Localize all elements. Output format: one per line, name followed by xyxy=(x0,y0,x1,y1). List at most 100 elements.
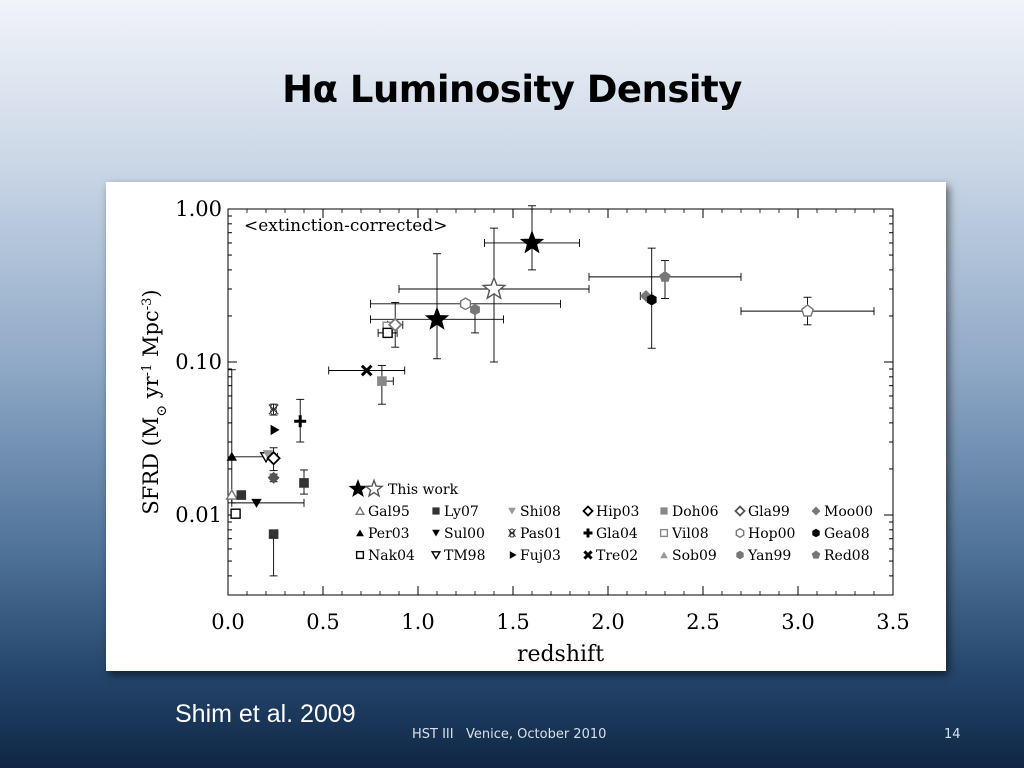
legend-marker-gla04 xyxy=(583,528,593,538)
pentagon-marker xyxy=(659,270,671,282)
error-bars xyxy=(227,205,875,577)
legend-marker-red08 xyxy=(811,550,821,559)
hexagon-marker xyxy=(736,550,744,560)
x-tick-label: 3.0 xyxy=(781,610,814,634)
pas-marker-l2 xyxy=(268,404,279,415)
star-open-marker xyxy=(363,478,385,498)
legend-label-this-work: This work xyxy=(388,482,459,498)
annotation-extinction-corrected: <extinction-corrected> xyxy=(244,216,447,236)
x-tick-label: 2.0 xyxy=(591,610,624,634)
data-point-nak04 xyxy=(382,327,393,339)
chart-panel: 0.0 0.5 1.0 1.5 2.0 2.5 3.0 3.5 0.01 0.10 1.00 reds… xyxy=(106,182,946,671)
legend-label-nak04: Nak04 xyxy=(368,548,415,564)
cross-marker-b xyxy=(583,550,593,560)
plot-frame xyxy=(227,208,894,596)
data-point-red08 xyxy=(659,270,671,282)
y-axis-label-part: -1 xyxy=(140,364,155,377)
y-tick-label: 0.01 xyxy=(175,503,222,527)
legend-label-hip03: Hip03 xyxy=(596,504,639,520)
square-marker xyxy=(660,507,668,515)
data-point-red08 xyxy=(800,304,815,317)
legend-marker-gea08 xyxy=(812,528,820,538)
legend-marker-shi08 xyxy=(508,507,516,515)
triangle-up-marker xyxy=(356,529,364,537)
sfrd-chart: 0.0 0.5 1.0 1.5 2.0 2.5 3.0 3.5 0.01 0.10 1.00 reds… xyxy=(139,197,910,667)
legend-marker-pas01 xyxy=(508,528,516,538)
data-point-nak04 xyxy=(230,508,241,519)
data-point-gla04 xyxy=(294,415,307,428)
data-point-gea08 xyxy=(646,294,657,306)
square-marker xyxy=(377,376,387,386)
data-point-ly07 xyxy=(236,490,247,500)
x-tick-label: 1.5 xyxy=(496,610,529,634)
data-points xyxy=(225,230,815,539)
data-point-per03 xyxy=(226,451,237,461)
triangle-up-open-marker xyxy=(354,506,366,515)
legend-label-gla04: Gla04 xyxy=(596,526,638,542)
legend-marker-vil08 xyxy=(659,528,669,538)
slide-title: Hα Luminosity Density xyxy=(282,68,742,111)
square-open-marker xyxy=(355,550,365,560)
diamond-marker xyxy=(267,471,280,484)
y-axis-label: SFRD (M⊙ yr-1 Mpc-3) xyxy=(139,289,170,514)
data-point-hop00 xyxy=(459,297,472,311)
data-point-moo00 xyxy=(267,471,280,484)
legend-marker-hip03 xyxy=(582,505,594,517)
y-axis-label-part: -3 xyxy=(140,298,155,311)
pentagon-open-marker xyxy=(800,304,815,317)
triangle-down-marker xyxy=(251,498,262,508)
legend-this-work-open xyxy=(363,478,385,498)
hexagon-marker xyxy=(646,294,657,306)
data-point-tre02 xyxy=(360,364,373,377)
y-axis-label-part: ) xyxy=(139,289,163,297)
legend-label-sob09: Sob09 xyxy=(672,548,717,564)
triangle-down-marker xyxy=(262,450,274,460)
legend-label-gal95: Gal95 xyxy=(368,504,410,520)
legend-marker-gal95 xyxy=(354,506,366,515)
legend-marker-tre02 xyxy=(583,550,593,560)
cross-marker-b xyxy=(360,364,373,377)
x-tick-label: 1.0 xyxy=(401,610,434,634)
data-point-yan99 xyxy=(470,303,480,316)
x-axis-label: redshift xyxy=(517,642,604,667)
pas-marker-l2 xyxy=(508,529,516,537)
legend-label-yan99: Yan99 xyxy=(747,548,791,564)
star-marker xyxy=(519,230,545,254)
y-axis-label-part: Mpc xyxy=(139,310,163,363)
y-axis-label-part: yr xyxy=(139,375,163,405)
footer-text: HST III Venice, October 2010 xyxy=(412,727,607,742)
triangle-up-open-marker xyxy=(225,488,239,500)
triangle-down-marker xyxy=(432,529,440,537)
data-point-this-work-filled xyxy=(519,230,545,254)
legend-marker-gla99 xyxy=(734,505,746,517)
legend-label-per03: Per03 xyxy=(368,526,410,542)
legend-label-pas01: Pas01 xyxy=(520,526,562,542)
triangle-down-open-marker xyxy=(430,551,442,560)
y-tick-label: 0.10 xyxy=(175,350,222,374)
triangle-right-marker xyxy=(270,424,280,436)
hexagon-open-marker xyxy=(735,527,745,539)
x-tick-label: 0.5 xyxy=(306,610,339,634)
triangle-up-marker xyxy=(226,451,237,461)
data-point-shi08 xyxy=(262,450,274,460)
legend-label-hop00: Hop00 xyxy=(748,526,795,542)
data-point-hip03 xyxy=(266,450,281,466)
data-point-pas01 xyxy=(268,403,279,416)
legend-marker-doh06 xyxy=(660,507,668,515)
legend-marker-nak04 xyxy=(355,550,365,560)
data-point-ly07 xyxy=(299,478,309,488)
hexagon-marker xyxy=(812,528,820,538)
data-point-gla99 xyxy=(387,317,403,333)
legend-marker-ly07 xyxy=(432,507,440,515)
square-marker xyxy=(299,478,309,488)
legend-label-vil08: Vil08 xyxy=(671,526,709,542)
y-axis-label-part: SFRD (M xyxy=(139,417,163,515)
star-marker xyxy=(348,478,368,498)
pentagon-marker xyxy=(811,550,821,559)
legend-label-shi08: Shi08 xyxy=(520,504,561,520)
legend-label-tm98: TM98 xyxy=(444,548,486,564)
y-tick-label: 1.00 xyxy=(175,197,222,221)
square-open-marker xyxy=(659,528,669,538)
square-open-marker xyxy=(230,508,241,519)
legend-marker-sob09 xyxy=(660,551,668,559)
